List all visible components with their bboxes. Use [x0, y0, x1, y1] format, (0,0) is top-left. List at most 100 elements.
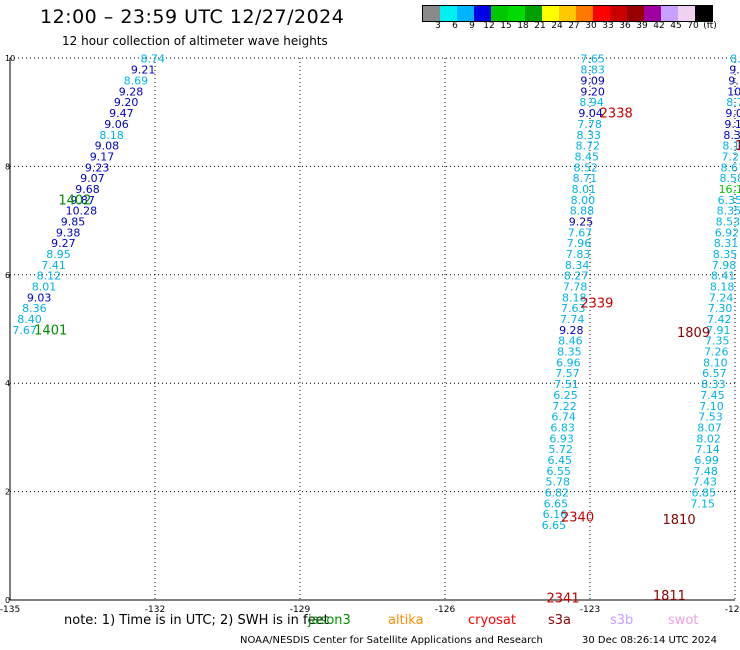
wave-height-value: 8.35: [717, 205, 740, 218]
wave-height-value: 8.92: [730, 52, 740, 65]
lat-tick-label: 10: [5, 54, 15, 63]
satellite-legend-swot: swot: [668, 613, 699, 628]
wave-height-value: 10.10: [727, 85, 740, 98]
colorbar-swatch: [610, 6, 627, 21]
lon-tick-label: -123: [580, 605, 600, 615]
colorbar-tick-label: 70: [687, 21, 699, 31]
wave-height-value: 8.34: [565, 259, 590, 272]
wave-height-value: 9.47: [109, 107, 134, 120]
colorbar-swatch: [695, 6, 712, 21]
wave-height-value: 6.92: [715, 226, 740, 239]
wave-height-value: 8.45: [575, 150, 600, 163]
wave-height-value: 7.96: [567, 237, 592, 250]
pass-number-label: 18: [735, 139, 740, 154]
lon-tick-label: -120: [725, 605, 740, 615]
wave-height-value: 7.83: [566, 248, 591, 261]
wave-height-value: 6.93: [549, 432, 574, 445]
colorbar-swatch: [491, 6, 508, 21]
colorbar-swatch: [644, 6, 661, 21]
pass-number-label: 1401: [34, 323, 67, 338]
wave-height-value: 6.55: [547, 465, 572, 478]
wave-height-value: 8.72: [576, 140, 601, 153]
wave-height-value: 8.52: [574, 161, 599, 174]
wave-height-value: 5.72: [548, 443, 573, 456]
wave-height-value: 8.41: [711, 270, 736, 283]
wave-height-value: 8.27: [564, 270, 589, 283]
lat-tick-label: 0: [5, 596, 10, 605]
colorbar-tick-label: 42: [653, 21, 665, 31]
wave-height-value: 7.43: [692, 476, 717, 489]
wave-height-value: 8.37: [723, 129, 740, 142]
page-subtitle: 12 hour collection of altimeter wave hei…: [62, 34, 328, 48]
satellite-legend-cryosat: cryosat: [468, 613, 516, 628]
wave-height-value: 9.25: [569, 215, 594, 228]
pass-number-label: 1809: [677, 326, 710, 341]
pass-number-label: 2341: [547, 592, 580, 607]
wave-height-value: 7.26: [721, 150, 740, 163]
wave-height-value: 9.27: [51, 237, 75, 250]
colorbar-swatch: [457, 6, 474, 21]
wave-height-value: 8.67: [721, 161, 740, 174]
wave-height-value: 9.21: [131, 64, 156, 77]
wave-height-value: 7.26: [704, 346, 729, 359]
wave-height-value: 9.87: [70, 194, 95, 207]
lon-tick-label: -129: [290, 605, 311, 615]
wave-height-value: 8.35: [557, 346, 582, 359]
pass-labels: 1402 1401 2338 2339 2340 2341 1809 1810 1811 18: [34, 107, 740, 607]
wave-height-value: 6.65: [542, 519, 567, 532]
pass-number-label: 2338: [600, 107, 633, 122]
wave-height-value: 7.63: [561, 302, 586, 315]
colorbar: [422, 5, 713, 22]
wave-height-value: 8.46: [558, 335, 583, 348]
colorbar-ticks: 3 6 9 12 15 18 21 24 27 30 33 36 39 42 45 70 (ft): [422, 21, 740, 33]
satellite-legend-s3a: s3a: [548, 613, 572, 628]
wave-height-value: 6.45: [547, 454, 572, 467]
wave-height-value: 8.71: [573, 172, 598, 185]
wave-height-value: 7.51: [554, 378, 579, 391]
colorbar-tick-label: 3: [435, 21, 441, 31]
wave-height-value: 8.70: [726, 96, 740, 109]
wave-height-value: 7.98: [712, 259, 737, 272]
wave-height-value: 7.78: [577, 118, 602, 131]
wave-height-value: 7.48: [693, 465, 718, 478]
wave-height-value: 8.02: [696, 432, 721, 445]
wave-height-value: 8.53: [716, 215, 740, 228]
pass-number-label: 1402: [58, 193, 91, 208]
wave-height-value: 8.18: [99, 129, 124, 142]
colorbar-tick-label: (ft): [703, 21, 717, 31]
wave-height-value: 7.67: [568, 226, 593, 239]
wave-height-value: 8.01: [572, 183, 597, 196]
wave-height-value: 9.06: [104, 118, 129, 131]
colorbar-tick-label: 27: [568, 21, 580, 31]
wave-height-value: 6.25: [553, 389, 578, 402]
wave-height-value: 8.18: [562, 291, 587, 304]
wave-height-value: 8.01: [32, 281, 57, 294]
wave-height-value: 8.88: [570, 205, 595, 218]
colorbar-swatch: [627, 6, 644, 21]
pass-number-label: 1810: [663, 513, 696, 528]
lon-tick-label: -126: [435, 605, 456, 615]
colorbar-swatch: [440, 6, 457, 21]
wave-height-value: 7.74: [560, 313, 585, 326]
wave-height-value: 7.35: [705, 335, 730, 348]
page-title: 12:00 – 23:59 UTC 12/27/2024: [40, 6, 345, 28]
colorbar-tick-label: 39: [636, 21, 648, 31]
wave-height-value: 9.38: [56, 226, 81, 239]
wave-height-value: 8.40: [17, 313, 42, 326]
wave-height-value: 7.41: [41, 259, 66, 272]
wave-height-value: 9.28: [559, 324, 584, 337]
wave-height-value: 9.04: [578, 107, 603, 120]
wave-height-value: 7.65: [580, 52, 605, 65]
wave-height-value: 8.33: [701, 378, 726, 391]
satellite-legend: jason3 altika cryosat s3a s3b swot: [0, 613, 740, 629]
wave-height-value: 6.96: [556, 356, 581, 369]
wave-height-value: 7.91: [706, 324, 731, 337]
pass-number-label: 1811: [653, 589, 686, 604]
colorbar-swatch: [559, 6, 576, 21]
colorbar-swatch: [678, 6, 695, 21]
satellite-legend-s3b: s3b: [610, 613, 634, 628]
wave-height-value: 8.12: [37, 270, 62, 283]
pass-number-label: 2339: [580, 296, 613, 311]
wave-height-value: 6.82: [545, 486, 570, 499]
